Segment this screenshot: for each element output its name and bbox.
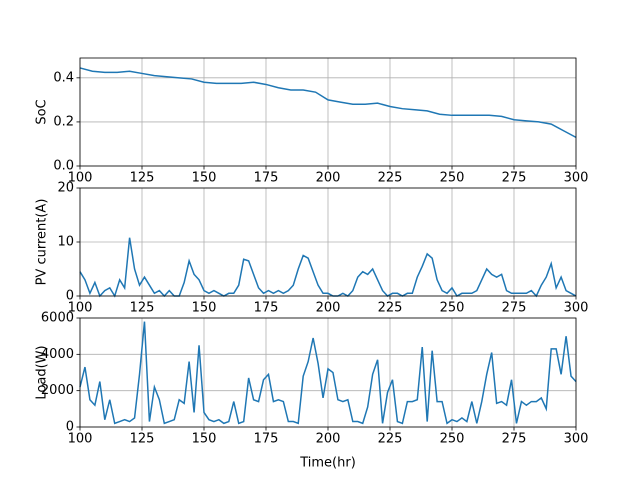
x-tick-label: 100 — [68, 301, 93, 316]
data-line — [79, 67, 577, 139]
x-tick-label: 200 — [316, 171, 341, 186]
x-axis-label: Time(hr) — [299, 456, 356, 471]
y-axis-label: PV current(A) — [35, 199, 50, 286]
x-tick-label: 125 — [130, 432, 155, 447]
x-tick-label: 250 — [440, 301, 465, 316]
x-tick-label: 200 — [316, 301, 341, 316]
x-tick-label: 275 — [502, 301, 527, 316]
x-tick-label: 175 — [254, 301, 279, 316]
y-tick-label: 10 — [57, 235, 74, 250]
x-tick-label: 300 — [564, 171, 589, 186]
x-tick-label: 250 — [440, 432, 465, 447]
y-tick-label: 0.0 — [53, 159, 74, 174]
x-tick-label: 200 — [316, 432, 341, 447]
x-tick-label: 275 — [502, 432, 527, 447]
y-tick-label: 6000 — [41, 311, 74, 326]
x-tick-label: 100 — [68, 432, 93, 447]
x-tick-label: 175 — [254, 432, 279, 447]
x-tick-label: 175 — [254, 171, 279, 186]
axes-frame — [79, 57, 577, 167]
y-axis-label: SoC — [35, 99, 50, 124]
y-tick-label: 0 — [66, 420, 74, 435]
x-tick-label: 150 — [192, 432, 217, 447]
y-tick-label: 4000 — [41, 347, 74, 362]
y-axis-label: Load(W) — [35, 345, 50, 399]
x-tick-label: 300 — [564, 432, 589, 447]
axes-frame — [79, 187, 577, 297]
x-tick-label: 125 — [130, 171, 155, 186]
y-tick-label: 20 — [57, 181, 74, 196]
x-tick-label: 275 — [502, 171, 527, 186]
x-tick-label: 125 — [130, 301, 155, 316]
x-tick-label: 225 — [378, 432, 403, 447]
x-tick-label: 225 — [378, 171, 403, 186]
x-tick-label: 250 — [440, 171, 465, 186]
x-tick-label: 100 — [68, 171, 93, 186]
data-line — [79, 321, 577, 425]
x-tick-label: 300 — [564, 301, 589, 316]
x-tick-label: 150 — [192, 171, 217, 186]
y-tick-label: 2000 — [41, 383, 74, 398]
x-tick-label: 225 — [378, 301, 403, 316]
x-tick-label: 150 — [192, 301, 217, 316]
data-line — [79, 237, 577, 298]
axes-frame — [79, 317, 577, 428]
y-tick-label: 0.2 — [53, 114, 74, 129]
y-tick-label: 0.4 — [53, 70, 74, 85]
y-tick-label: 0 — [66, 289, 74, 304]
